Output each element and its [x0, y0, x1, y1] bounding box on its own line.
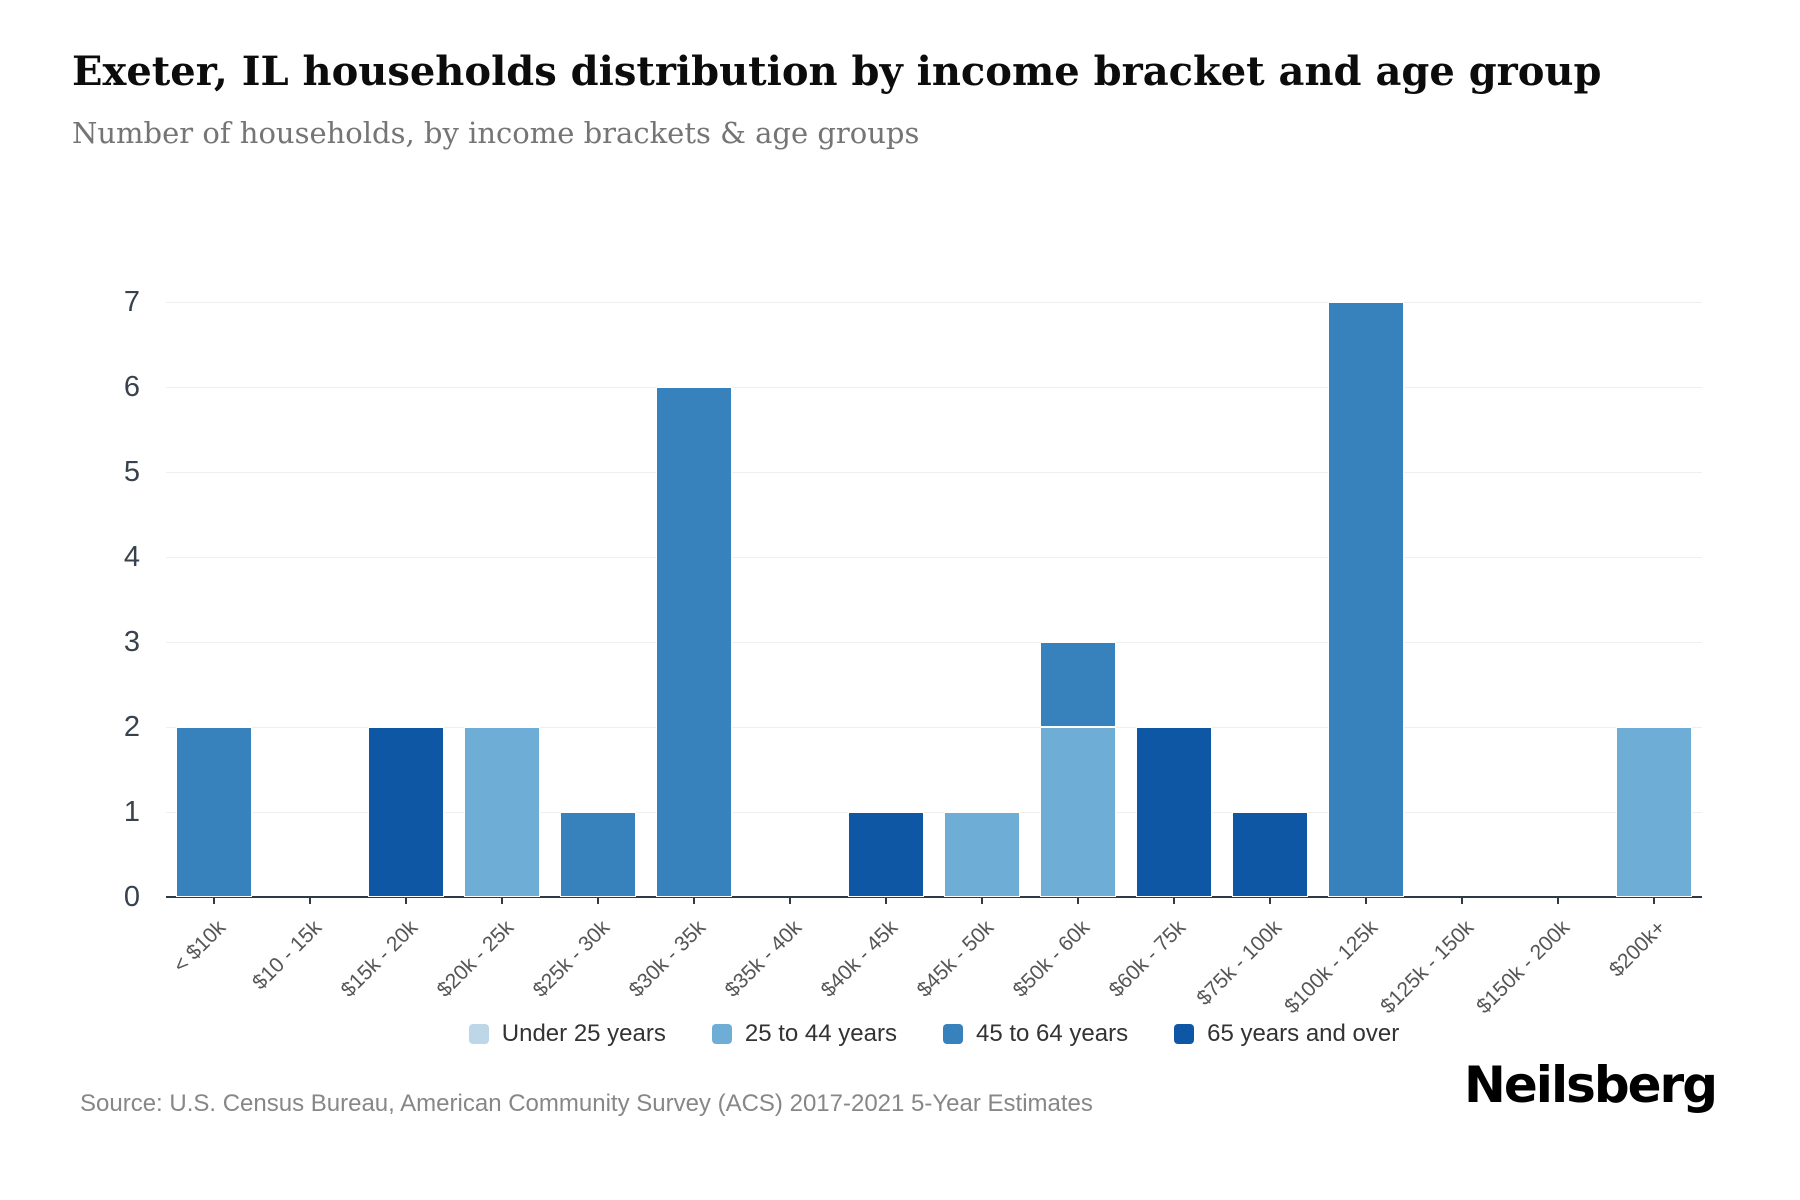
legend-label: Under 25 years — [501, 1020, 666, 1047]
plot-area — [166, 302, 1702, 904]
y-tick-label: 5 — [123, 456, 140, 488]
x-tick — [1461, 897, 1463, 904]
x-tick — [309, 897, 311, 904]
bar-segment[interactable] — [1328, 302, 1404, 897]
neilsberg-logo: Neilsberg — [1464, 1056, 1718, 1114]
x-tick — [213, 897, 215, 904]
gridline — [166, 642, 1702, 643]
legend-swatch — [468, 1024, 489, 1044]
gridline — [166, 727, 1702, 728]
bar-segment[interactable] — [1040, 642, 1116, 727]
x-tick — [1653, 897, 1655, 904]
legend-item-1[interactable]: Under 25 years — [468, 1020, 666, 1048]
x-tick — [1173, 897, 1175, 904]
bar-segment[interactable] — [656, 387, 732, 897]
legend-swatch — [1174, 1024, 1195, 1044]
bar-segment[interactable] — [560, 812, 636, 897]
y-tick-label: 3 — [123, 626, 140, 658]
chart-title: Exeter, IL households distribution by in… — [72, 48, 1602, 95]
gridline — [166, 387, 1702, 388]
gridline — [166, 472, 1702, 473]
x-tick — [1077, 897, 1079, 904]
x-tick — [501, 897, 503, 904]
gridline — [166, 557, 1702, 558]
legend: Under 25 years 25 to 44 years 45 to 64 yea… — [166, 1020, 1702, 1048]
x-tick — [1269, 897, 1271, 904]
x-tick — [789, 897, 791, 904]
bar-segment[interactable] — [1616, 727, 1692, 897]
bar-segment[interactable] — [1136, 727, 1212, 897]
x-tick — [1557, 897, 1559, 904]
legend-item-4[interactable]: 65 years and over — [1174, 1020, 1399, 1048]
legend-swatch — [942, 1024, 963, 1044]
x-tick — [693, 897, 695, 904]
x-axis-line — [166, 896, 1702, 898]
y-tick-label: 4 — [123, 541, 140, 573]
source-note: Source: U.S. Census Bureau, American Com… — [80, 1090, 1093, 1117]
chart-subtitle: Number of households, by income brackets… — [72, 116, 920, 150]
bar-segment[interactable] — [176, 727, 252, 897]
legend-item-2[interactable]: 25 to 44 years — [711, 1020, 897, 1048]
x-tick — [597, 897, 599, 904]
x-tick — [1365, 897, 1367, 904]
gridline — [166, 812, 1702, 813]
bar-segment[interactable] — [368, 727, 444, 897]
legend-item-3[interactable]: 45 to 64 years — [942, 1020, 1129, 1048]
y-tick-label: 6 — [123, 371, 140, 403]
bar-segment[interactable] — [944, 812, 1020, 897]
bar-segment[interactable] — [1040, 727, 1116, 897]
x-tick — [405, 897, 407, 904]
legend-label: 65 years and over — [1207, 1020, 1400, 1047]
y-tick-label: 1 — [123, 796, 140, 828]
legend-label: 25 to 44 years — [744, 1020, 897, 1047]
gridline — [166, 302, 1702, 303]
x-tick — [981, 897, 983, 904]
legend-swatch — [711, 1024, 732, 1044]
y-tick-label: 0 — [123, 881, 140, 913]
bar-segment[interactable] — [464, 727, 540, 897]
y-tick-label: 7 — [123, 286, 140, 318]
legend-label: 45 to 64 years — [975, 1020, 1129, 1047]
bar-segment[interactable] — [1232, 812, 1308, 897]
bar-segment[interactable] — [848, 812, 924, 897]
x-tick — [885, 897, 887, 904]
y-tick-label: 2 — [123, 711, 140, 743]
